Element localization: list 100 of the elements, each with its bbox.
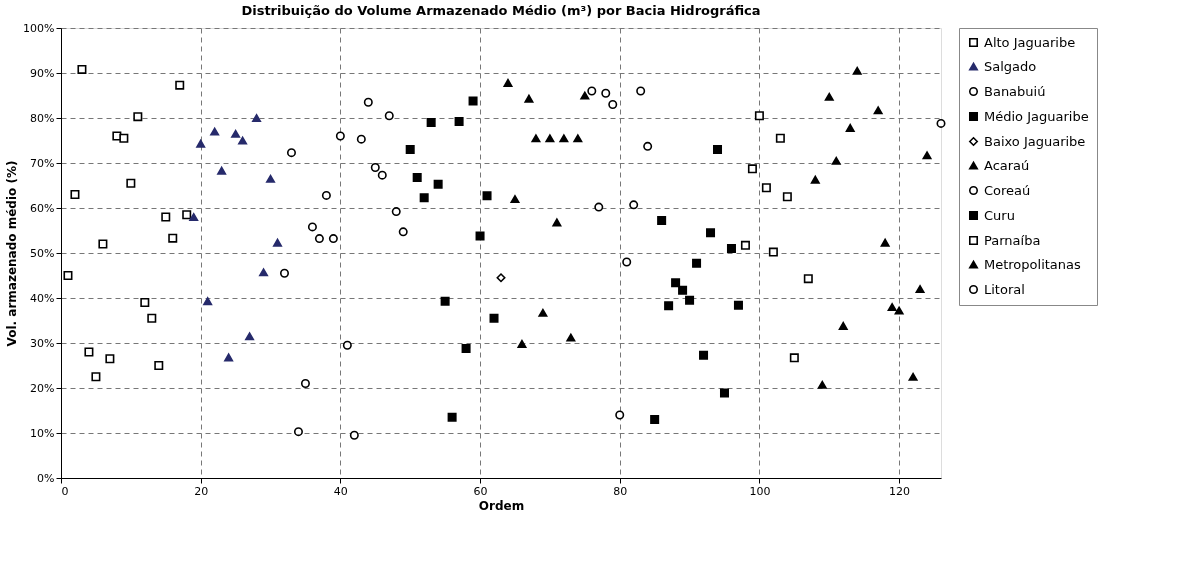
legend-label: Parnaíba xyxy=(984,232,1041,248)
point xyxy=(105,354,115,364)
point xyxy=(217,166,227,175)
point xyxy=(412,172,422,182)
x-tick-label: 40 xyxy=(333,484,348,498)
legend-label: Banabuiú xyxy=(984,83,1046,99)
point xyxy=(636,86,646,96)
y-tick-label: 10% xyxy=(30,426,55,440)
point xyxy=(238,136,248,145)
legend-label: Baixo Jaguaribe xyxy=(984,133,1086,149)
x-tick-label: 120 xyxy=(889,484,911,498)
y-tick-label: 100% xyxy=(23,21,55,35)
point xyxy=(803,274,813,284)
y-tick-label: 40% xyxy=(30,291,55,305)
point xyxy=(629,200,639,210)
point xyxy=(63,270,73,281)
point xyxy=(936,118,946,128)
point xyxy=(189,212,199,222)
point xyxy=(852,66,862,75)
point xyxy=(182,210,192,220)
point xyxy=(203,297,213,306)
y-tick-label: 0% xyxy=(37,471,55,485)
point xyxy=(419,193,429,203)
point xyxy=(545,134,555,143)
point xyxy=(335,131,345,141)
y-axis-title: Vol. armazenado médio (%) xyxy=(5,160,20,347)
point xyxy=(713,144,723,155)
legend-label: Coreaú xyxy=(984,182,1031,198)
point xyxy=(880,238,890,247)
point xyxy=(147,313,157,323)
point xyxy=(692,258,702,268)
point xyxy=(245,332,255,341)
point xyxy=(91,372,101,382)
point xyxy=(496,273,506,283)
point xyxy=(657,216,667,226)
point xyxy=(726,243,736,254)
point xyxy=(175,80,185,90)
x-axis-title: Ordem xyxy=(478,498,525,513)
point xyxy=(273,238,283,247)
point xyxy=(824,92,834,101)
point xyxy=(517,339,527,348)
point xyxy=(384,111,394,121)
point xyxy=(161,212,171,222)
point xyxy=(706,228,716,238)
point xyxy=(733,300,743,310)
point xyxy=(259,268,269,277)
point xyxy=(643,141,653,151)
point xyxy=(328,234,338,244)
point xyxy=(454,117,464,127)
point xyxy=(922,151,932,160)
point xyxy=(908,372,918,381)
point xyxy=(231,129,241,138)
point xyxy=(524,94,534,103)
x-tick-label: 20 xyxy=(194,484,209,498)
point xyxy=(587,86,597,96)
point xyxy=(573,134,583,143)
point xyxy=(559,134,569,143)
point xyxy=(342,340,352,350)
point xyxy=(391,207,401,217)
point xyxy=(279,268,289,278)
point xyxy=(398,227,408,237)
point xyxy=(468,96,478,106)
point xyxy=(405,144,415,155)
x-tick-label: 100 xyxy=(749,484,771,498)
point xyxy=(224,353,234,362)
point xyxy=(140,297,150,308)
point xyxy=(664,301,674,311)
point xyxy=(873,106,883,115)
y-tick-label: 50% xyxy=(30,246,55,260)
point xyxy=(566,333,576,342)
point xyxy=(168,233,178,243)
point xyxy=(126,178,136,188)
legend-label: Salgado xyxy=(984,58,1037,74)
point xyxy=(615,410,625,420)
point xyxy=(740,240,750,250)
point xyxy=(489,313,499,323)
chart-title: Distribuição do Volume Armazenado Médio (m³) por Bacia Hidrográfica xyxy=(241,3,761,18)
point xyxy=(356,134,366,144)
point xyxy=(252,113,262,123)
point xyxy=(286,148,296,158)
point xyxy=(426,117,436,128)
point xyxy=(349,430,359,440)
x-tick-label: 60 xyxy=(473,484,488,498)
point xyxy=(314,234,324,244)
point xyxy=(678,285,688,295)
x-tick-label: 0 xyxy=(61,484,69,498)
point xyxy=(503,78,513,87)
point xyxy=(531,134,541,143)
point xyxy=(894,306,904,315)
point xyxy=(112,131,122,141)
point xyxy=(831,156,841,165)
y-tick-label: 70% xyxy=(30,156,55,170)
point xyxy=(70,189,80,200)
point xyxy=(754,111,764,121)
point xyxy=(447,412,457,422)
point xyxy=(768,247,778,257)
point xyxy=(915,284,925,294)
point xyxy=(77,64,87,74)
point xyxy=(377,170,387,180)
point xyxy=(370,162,380,173)
